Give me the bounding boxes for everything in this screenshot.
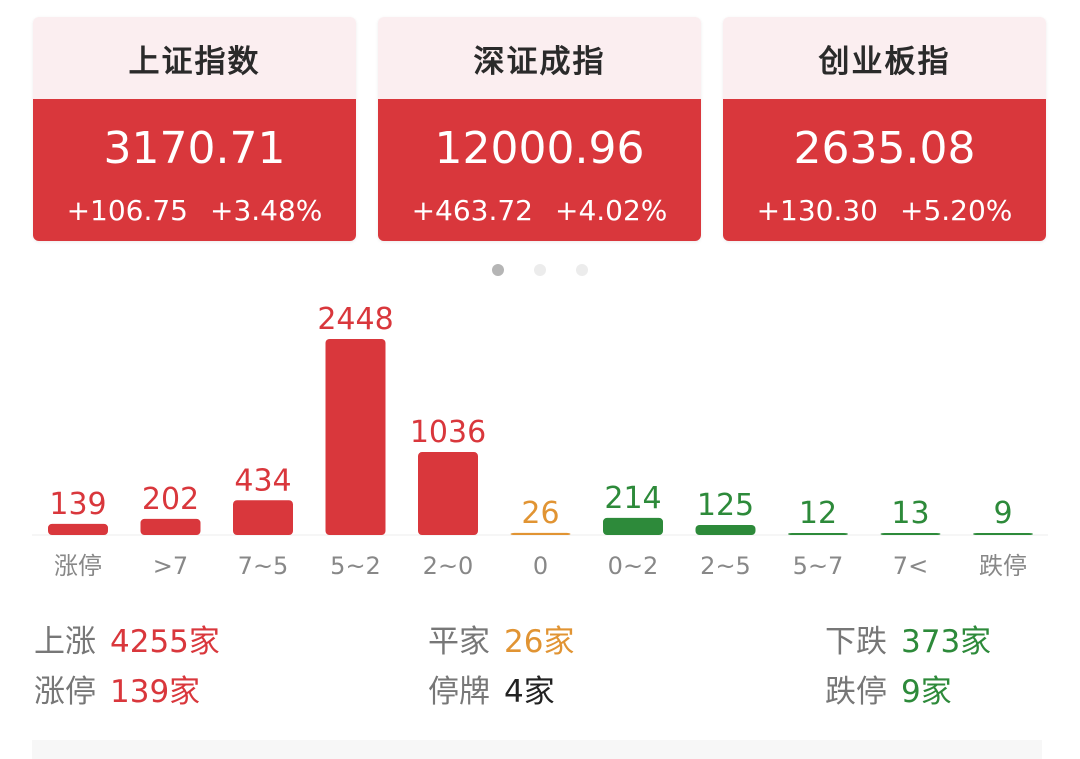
index-value: 2635.08 — [793, 123, 976, 174]
stat-label: 跌停 — [825, 674, 887, 710]
chart-bar — [418, 452, 478, 535]
stat-suspended: 停牌 4家 — [428, 666, 555, 711]
index-name: 创业板指 — [723, 17, 1046, 99]
index-card-chinext[interactable]: 创业板指 2635.08 +130.30 +5.20% — [723, 17, 1046, 241]
stat-flat: 平家 26家 — [428, 616, 574, 661]
carousel-pager[interactable] — [0, 262, 1080, 278]
bar-value-label: 202 — [142, 482, 199, 517]
pager-dot[interactable] — [492, 264, 504, 276]
category-label: 5~7 — [793, 552, 844, 580]
stat-label: 停牌 — [428, 674, 490, 710]
index-change: +106.75 — [66, 194, 188, 227]
index-change-pct: +5.20% — [900, 194, 1013, 227]
chart-bar — [510, 532, 571, 535]
index-name: 上证指数 — [33, 17, 356, 99]
bar-value-label: 12 — [799, 496, 837, 531]
category-label: 0~2 — [608, 552, 659, 580]
index-name: 深证成指 — [378, 17, 701, 99]
chart-bar — [140, 518, 201, 535]
stat-value: 139家 — [110, 674, 201, 710]
chart-bar — [325, 339, 386, 535]
bar-value-label: 214 — [604, 481, 661, 516]
pager-dot[interactable] — [534, 264, 546, 276]
stat-label: 上涨 — [34, 624, 96, 660]
bar-value-label: 125 — [697, 488, 754, 523]
category-label: 7< — [893, 552, 928, 580]
stat-limit-down: 跌停 9家 — [825, 666, 952, 711]
pager-dot[interactable] — [576, 264, 588, 276]
category-label: 涨停 — [54, 552, 102, 580]
chart-bar — [233, 500, 293, 535]
stat-value: 26家 — [504, 624, 575, 660]
chart-bar — [695, 524, 756, 535]
stat-value: 373家 — [901, 624, 992, 660]
stat-label: 涨停 — [34, 674, 96, 710]
rise-fall-distribution-chart: 139涨停202>74347~524485~210362~02602140~21… — [32, 302, 1048, 580]
next-section-edge — [32, 740, 1042, 759]
stat-rise: 上涨 4255家 — [34, 616, 220, 661]
bar-value-label: 13 — [891, 496, 929, 531]
stat-label: 平家 — [428, 624, 490, 660]
chart-bar — [973, 533, 1033, 535]
stat-value: 4家 — [504, 674, 555, 710]
chart-bar — [603, 517, 663, 535]
index-card-shanghai[interactable]: 上证指数 3170.71 +106.75 +3.48% — [33, 17, 356, 241]
index-change-pct: +3.48% — [210, 194, 323, 227]
category-label: 5~2 — [330, 552, 381, 580]
index-card-shenzhen[interactable]: 深证成指 12000.96 +463.72 +4.02% — [378, 17, 701, 241]
category-label: 2~0 — [423, 552, 474, 580]
chart-bar — [788, 533, 848, 535]
index-change: +463.72 — [411, 194, 533, 227]
index-change-pct: +4.02% — [555, 194, 668, 227]
category-label: 跌停 — [979, 552, 1027, 580]
category-label: >7 — [153, 552, 188, 580]
stat-label: 下跌 — [825, 624, 887, 660]
bar-value-label: 434 — [234, 463, 291, 498]
stat-value: 9家 — [901, 674, 952, 710]
bar-value-label: 139 — [49, 487, 106, 522]
stat-value: 4255家 — [110, 624, 220, 660]
index-value: 12000.96 — [434, 123, 645, 174]
category-label: 2~5 — [700, 552, 751, 580]
index-value: 3170.71 — [103, 123, 286, 174]
bar-value-label: 26 — [521, 496, 559, 531]
category-label: 7~5 — [238, 552, 289, 580]
bar-value-label: 2448 — [317, 302, 393, 337]
stat-limit-up: 涨停 139家 — [34, 666, 200, 711]
index-change: +130.30 — [756, 194, 878, 227]
chart-bar — [48, 523, 108, 535]
category-label: 0 — [533, 552, 548, 580]
bar-value-label: 9 — [993, 496, 1012, 531]
chart-bar — [880, 533, 941, 535]
bar-value-label: 1036 — [410, 415, 486, 450]
stat-fall: 下跌 373家 — [825, 616, 991, 661]
